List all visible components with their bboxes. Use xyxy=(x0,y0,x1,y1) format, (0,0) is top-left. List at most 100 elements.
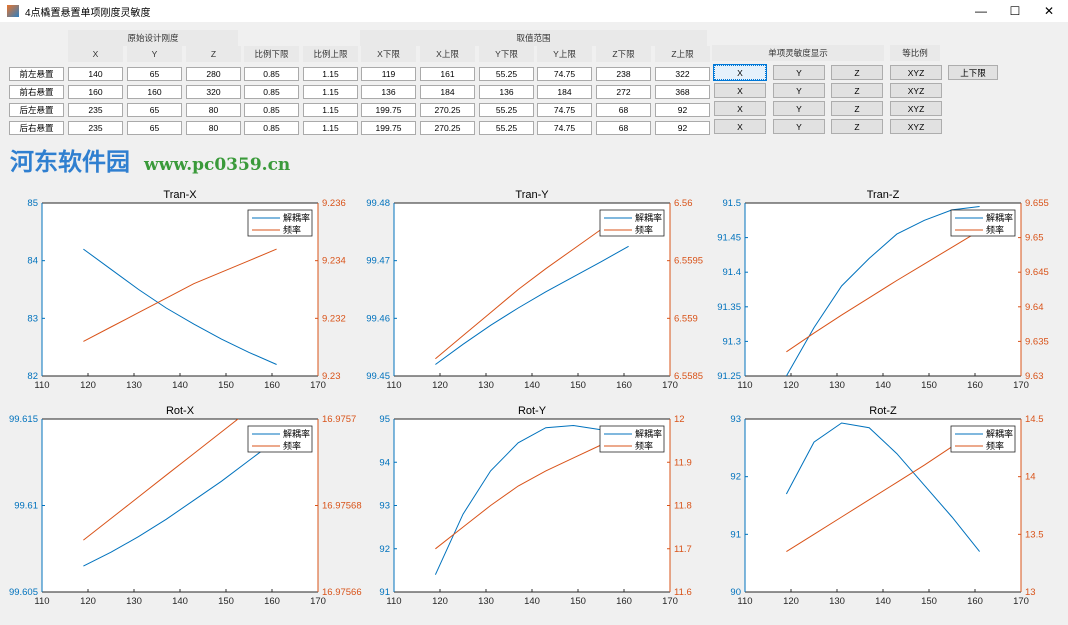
column-header: Y xyxy=(127,46,182,62)
column-header: Z xyxy=(186,46,241,62)
sensitivity-z-button[interactable]: Z xyxy=(831,65,883,80)
value-field[interactable]: 160 xyxy=(127,85,182,99)
y2-tick-label: 14.5 xyxy=(1025,414,1044,425)
sensitivity-x-button[interactable]: X xyxy=(713,64,767,81)
sensitivity-z-button[interactable]: Z xyxy=(831,119,883,134)
x-tick-label: 150 xyxy=(570,596,586,607)
group-single-sensitivity: 单项灵敏度显示 xyxy=(712,45,884,61)
y-tick-label: 99.47 xyxy=(366,256,390,267)
value-field[interactable]: 1.15 xyxy=(303,85,358,99)
column-header: Z上限 xyxy=(655,46,710,62)
x-tick-label: 140 xyxy=(875,596,891,607)
value-field[interactable]: 368 xyxy=(655,85,710,99)
close-button[interactable]: ✕ xyxy=(1043,4,1055,18)
value-field[interactable]: 68 xyxy=(596,103,651,117)
sensitivity-y-button[interactable]: Y xyxy=(773,101,825,116)
legend-label: 解耦率 xyxy=(635,212,662,223)
value-field[interactable]: 0.85 xyxy=(244,85,299,99)
y2-tick-label: 6.5595 xyxy=(674,256,703,267)
x-tick-label: 120 xyxy=(80,596,96,607)
sensitivity-xyz-button[interactable]: XYZ xyxy=(890,119,942,134)
x-tick-label: 160 xyxy=(967,596,983,607)
y2-tick-label: 9.232 xyxy=(322,313,346,324)
y-tick-label: 85 xyxy=(27,198,38,209)
value-field[interactable]: 65 xyxy=(127,121,182,135)
maximize-button[interactable]: ☐ xyxy=(1009,4,1021,18)
value-field[interactable]: 199.75 xyxy=(361,103,416,117)
sensitivity-xyz-button[interactable]: XYZ xyxy=(890,65,942,80)
x-tick-label: 140 xyxy=(524,380,540,391)
value-field[interactable]: 119 xyxy=(361,67,416,81)
sensitivity-z-button[interactable]: Z xyxy=(831,101,883,116)
value-field[interactable]: 270.25 xyxy=(420,121,475,135)
sensitivity-y-button[interactable]: Y xyxy=(773,65,825,80)
value-field[interactable]: 160 xyxy=(68,85,123,99)
value-field[interactable]: 80 xyxy=(186,103,241,117)
value-field[interactable]: 235 xyxy=(68,103,123,117)
value-field[interactable]: 65 xyxy=(127,67,182,81)
legend xyxy=(950,425,1016,453)
value-field[interactable]: 235 xyxy=(68,121,123,135)
value-field[interactable]: 55.25 xyxy=(479,67,534,81)
value-field[interactable]: 136 xyxy=(479,85,534,99)
x-tick-label: 170 xyxy=(1013,380,1029,391)
value-field[interactable]: 0.85 xyxy=(244,103,299,117)
value-field[interactable]: 0.85 xyxy=(244,67,299,81)
value-field[interactable]: 80 xyxy=(186,121,241,135)
legend-label: 频率 xyxy=(986,224,1004,235)
sensitivity-z-button[interactable]: Z xyxy=(831,83,883,98)
x-tick-label: 150 xyxy=(218,596,234,607)
y-tick-label: 92 xyxy=(379,544,390,555)
value-field[interactable]: 140 xyxy=(68,67,123,81)
value-field[interactable]: 184 xyxy=(420,85,475,99)
sensitivity-xyz-button[interactable]: XYZ xyxy=(890,83,942,98)
column-header: Y下限 xyxy=(479,46,534,62)
value-field[interactable]: 0.85 xyxy=(244,121,299,135)
sensitivity-x-button[interactable]: X xyxy=(714,119,766,134)
value-field[interactable]: 1.15 xyxy=(303,67,358,81)
value-field[interactable]: 92 xyxy=(655,103,710,117)
value-field[interactable]: 320 xyxy=(186,85,241,99)
limits-button[interactable]: 上下限 xyxy=(948,65,998,80)
decoupling-rate-line xyxy=(434,424,629,575)
x-tick-label: 110 xyxy=(34,380,49,391)
value-field[interactable]: 199.75 xyxy=(361,121,416,135)
legend-label: 解耦率 xyxy=(986,212,1013,223)
y-tick-label: 91.45 xyxy=(717,233,741,244)
value-field[interactable]: 322 xyxy=(655,67,710,81)
value-field[interactable]: 1.15 xyxy=(303,121,358,135)
x-tick-label: 160 xyxy=(616,380,632,391)
title-bar: 4点橇置悬置单项刚度灵敏度 — ☐ ✕ xyxy=(0,0,1068,22)
value-field[interactable]: 238 xyxy=(596,67,651,81)
value-field[interactable]: 68 xyxy=(596,121,651,135)
value-field[interactable]: 55.25 xyxy=(479,121,534,135)
y-tick-label: 91.25 xyxy=(717,371,741,382)
sensitivity-xyz-button[interactable]: XYZ xyxy=(890,101,942,116)
sensitivity-x-button[interactable]: X xyxy=(714,101,766,116)
y-tick-label: 82 xyxy=(27,371,38,382)
minimize-button[interactable]: — xyxy=(975,4,987,18)
value-field[interactable]: 270.25 xyxy=(420,103,475,117)
value-field[interactable]: 92 xyxy=(655,121,710,135)
value-field[interactable]: 184 xyxy=(537,85,592,99)
y-tick-label: 92 xyxy=(730,472,741,483)
value-field[interactable]: 136 xyxy=(361,85,416,99)
sensitivity-y-button[interactable]: Y xyxy=(773,119,825,134)
value-field[interactable]: 55.25 xyxy=(479,103,534,117)
value-field[interactable]: 1.15 xyxy=(303,103,358,117)
sensitivity-x-button[interactable]: X xyxy=(714,83,766,98)
x-tick-label: 150 xyxy=(921,380,937,391)
value-field[interactable]: 74.75 xyxy=(537,103,592,117)
value-field[interactable]: 280 xyxy=(186,67,241,81)
frequency-line xyxy=(435,214,629,360)
y2-tick-label: 9.65 xyxy=(1025,233,1044,244)
x-tick-label: 140 xyxy=(172,596,188,607)
chart-title: Rot-Z xyxy=(869,405,897,417)
sensitivity-y-button[interactable]: Y xyxy=(773,83,825,98)
y2-tick-label: 9.655 xyxy=(1025,198,1049,209)
value-field[interactable]: 74.75 xyxy=(537,67,592,81)
value-field[interactable]: 65 xyxy=(127,103,182,117)
value-field[interactable]: 161 xyxy=(420,67,475,81)
value-field[interactable]: 272 xyxy=(596,85,651,99)
value-field[interactable]: 74.75 xyxy=(537,121,592,135)
